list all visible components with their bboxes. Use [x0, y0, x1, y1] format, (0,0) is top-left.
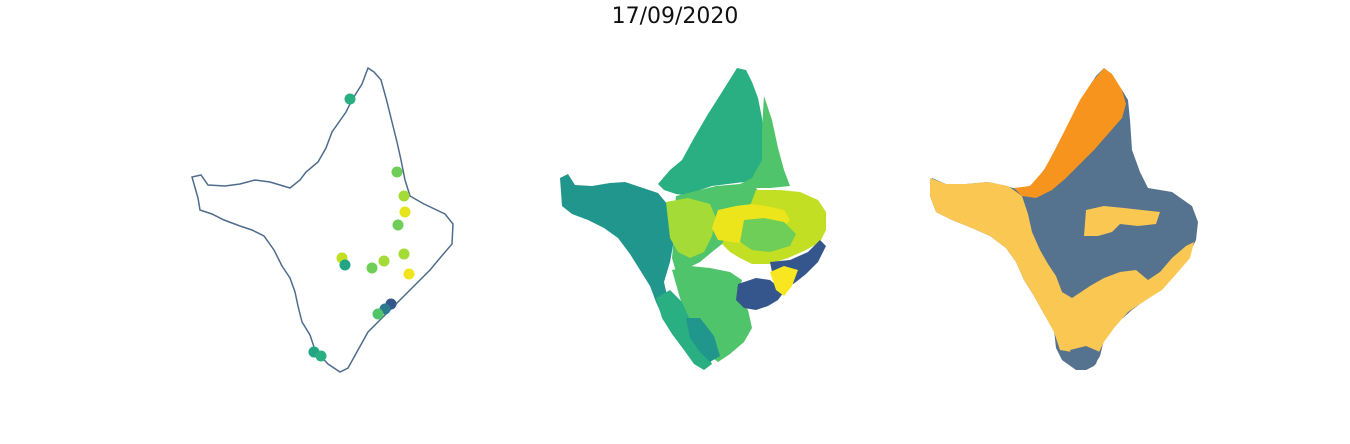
- station-point: [392, 219, 404, 231]
- region-lightgreen-center: [740, 218, 796, 252]
- station-point: [372, 308, 384, 320]
- region-southwest-teal: [686, 318, 720, 362]
- station-point: [398, 248, 410, 260]
- region-darkblue-south: [736, 278, 784, 310]
- region-northeast: [740, 96, 790, 188]
- region-outline: [191, 66, 454, 373]
- figure-title: 17/09/2020: [611, 4, 739, 29]
- region-slate-islands: [1070, 346, 1100, 370]
- station-point: [366, 262, 378, 274]
- region-yellow-coast: [770, 266, 798, 296]
- region-amber-center: [1084, 206, 1160, 236]
- station-point: [344, 93, 356, 105]
- station-point: [339, 259, 351, 271]
- station-point: [398, 190, 410, 202]
- region-lime-west: [666, 198, 716, 258]
- region-amber-west: [930, 178, 1194, 356]
- region-orange-north: [1014, 68, 1126, 198]
- station-point: [403, 268, 415, 280]
- station-point: [315, 350, 327, 362]
- station-point: [399, 206, 411, 218]
- region-south-green: [672, 266, 752, 362]
- region-south-teal: [656, 290, 712, 370]
- station-point: [378, 255, 390, 267]
- region-north: [658, 68, 766, 196]
- station-point: [391, 166, 403, 178]
